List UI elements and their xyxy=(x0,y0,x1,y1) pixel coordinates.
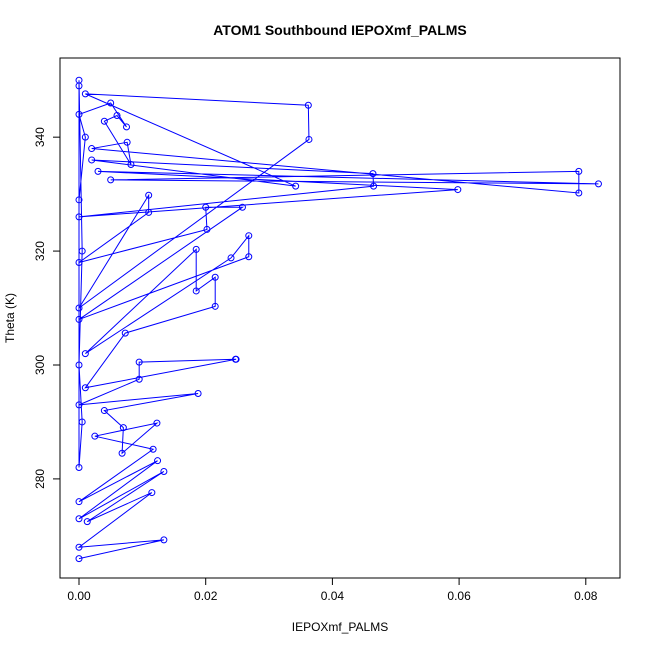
x-tick-label: 0.08 xyxy=(574,589,598,603)
data-point xyxy=(81,133,89,141)
data-point xyxy=(91,432,99,440)
data-point xyxy=(227,254,235,262)
data-point xyxy=(192,245,200,253)
data-point xyxy=(232,355,240,363)
data-point xyxy=(88,156,96,164)
data-point xyxy=(369,170,377,178)
data-point xyxy=(100,407,108,415)
data-point xyxy=(194,389,202,397)
data-point xyxy=(113,112,121,120)
data-point xyxy=(81,90,89,98)
y-tick-label: 320 xyxy=(33,241,47,261)
data-point xyxy=(119,424,127,432)
data-point xyxy=(127,161,135,169)
data-point xyxy=(75,543,83,551)
plot-frame xyxy=(59,57,621,579)
data-point xyxy=(202,203,210,211)
data-point xyxy=(149,445,157,453)
data-point xyxy=(75,515,83,523)
data-point xyxy=(145,208,153,216)
chart-title: ATOM1 Southbound IEPOXmf_PALMS xyxy=(213,22,467,38)
data-point xyxy=(75,213,83,221)
data-point xyxy=(594,180,602,188)
data-point xyxy=(75,401,83,409)
data-point xyxy=(575,189,583,197)
data-point xyxy=(192,287,200,295)
data-point xyxy=(94,167,102,175)
data-line xyxy=(77,80,599,560)
data-point xyxy=(135,358,143,366)
data-point xyxy=(118,449,126,457)
data-point xyxy=(107,176,115,184)
y-axis-label: Theta (K) xyxy=(3,293,17,343)
data-point xyxy=(107,99,115,107)
data-point xyxy=(154,457,162,465)
data-point xyxy=(305,135,313,143)
data-point xyxy=(292,182,300,190)
data-point xyxy=(211,302,219,310)
data-point xyxy=(245,232,253,240)
data-point xyxy=(75,110,83,118)
data-point xyxy=(75,315,83,323)
x-tick-label: 0.00 xyxy=(67,589,91,603)
data-point xyxy=(75,304,83,312)
data-point xyxy=(203,225,211,233)
data-point xyxy=(145,191,153,199)
data-point xyxy=(123,138,131,146)
data-point xyxy=(211,273,219,281)
data-point xyxy=(75,555,83,563)
data-point xyxy=(575,167,583,175)
data-point xyxy=(245,253,253,261)
data-point xyxy=(78,418,86,426)
y-tick-label: 280 xyxy=(33,469,47,489)
data-point xyxy=(78,247,86,255)
data-point xyxy=(100,117,108,125)
data-point xyxy=(83,518,91,526)
data-point xyxy=(370,182,378,190)
data-point xyxy=(148,489,156,497)
data-point xyxy=(160,536,168,544)
data-point xyxy=(81,384,89,392)
x-tick-label: 0.04 xyxy=(321,589,345,603)
y-tick-label: 300 xyxy=(33,355,47,375)
data-point xyxy=(135,375,143,383)
data-point xyxy=(304,101,312,109)
data-point xyxy=(123,123,131,131)
data-point xyxy=(160,467,168,475)
data-point xyxy=(75,258,83,266)
data-point xyxy=(121,329,129,337)
y-tick-label: 340 xyxy=(33,127,47,147)
data-point xyxy=(238,203,246,211)
data-point xyxy=(75,196,83,204)
data-point xyxy=(88,145,96,153)
data-point xyxy=(75,464,83,472)
data-point xyxy=(75,82,83,90)
data-point xyxy=(454,186,462,194)
x-tick-label: 0.06 xyxy=(447,589,471,603)
data-point xyxy=(81,350,89,358)
data-point xyxy=(75,361,83,369)
data-point xyxy=(153,419,161,427)
x-axis-label: IEPOXmf_PALMS xyxy=(292,620,388,634)
data-point xyxy=(75,498,83,506)
x-tick-label: 0.02 xyxy=(194,589,218,603)
